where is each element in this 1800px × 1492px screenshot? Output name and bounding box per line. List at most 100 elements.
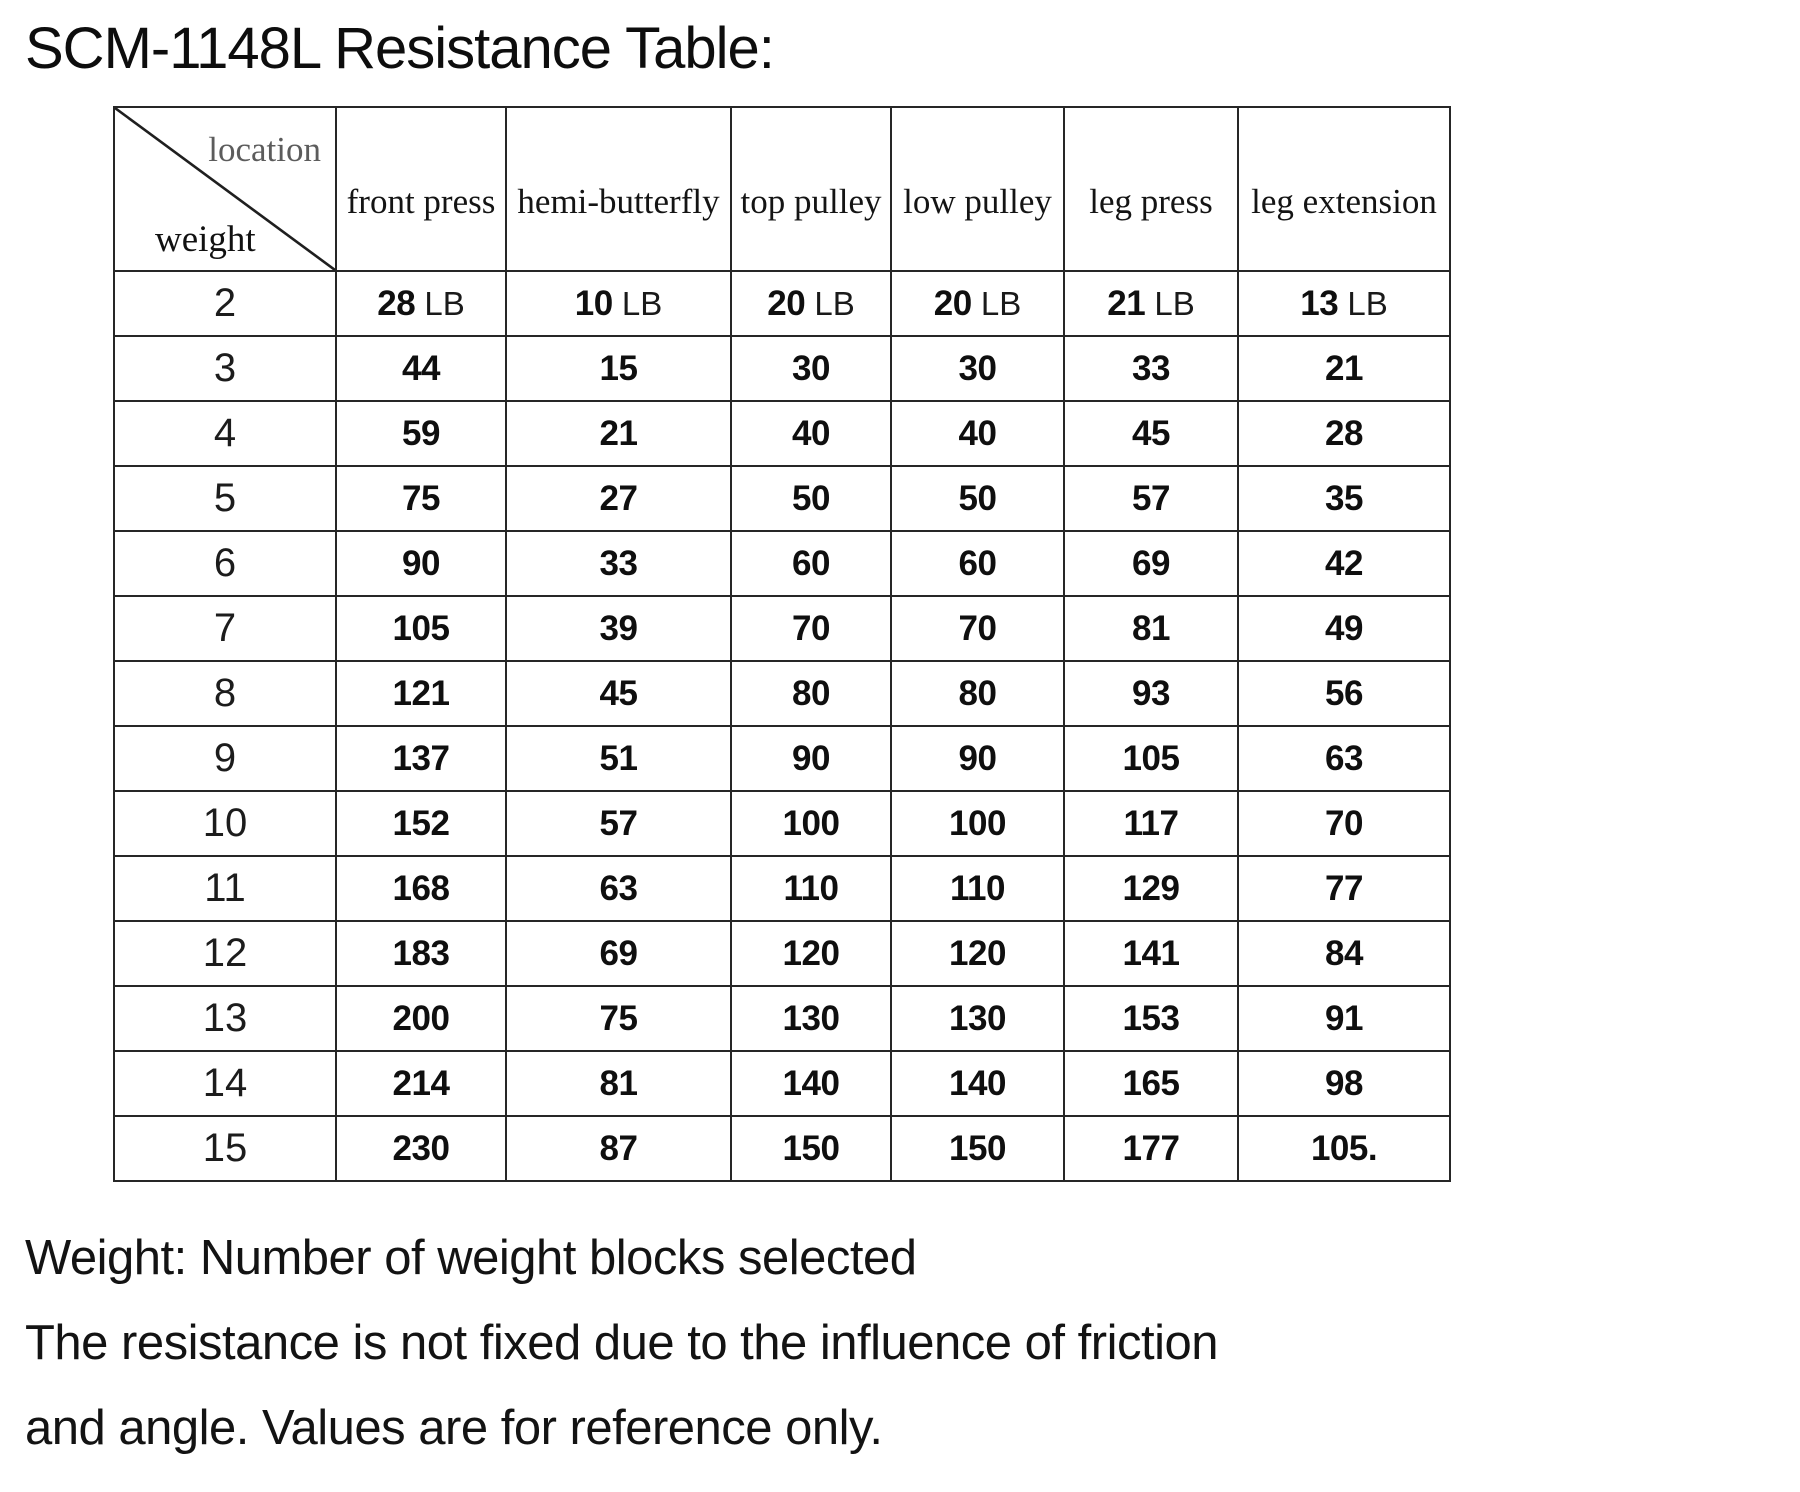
weight-cell: 7 (113, 595, 337, 662)
value-cell: 21 (505, 400, 732, 467)
value-cell: 121 (335, 660, 507, 727)
resistance-value: 93 (1132, 673, 1170, 713)
value-cell: 20 LB (730, 270, 892, 337)
resistance-value: 117 (1123, 803, 1179, 843)
value-cell: 200 (335, 985, 507, 1052)
resistance-value: 100 (782, 803, 840, 843)
resistance-value: 200 (392, 998, 450, 1038)
value-cell: 69 (505, 920, 732, 987)
value-cell: 81 (1063, 595, 1239, 662)
value-cell: 45 (1063, 400, 1239, 467)
value-cell: 90 (890, 725, 1065, 792)
value-cell: 80 (890, 660, 1065, 727)
table-row: 5 75 27 50 50 57 35 (113, 465, 1451, 532)
resistance-value: 84 (1325, 933, 1363, 973)
corner-cell: location weight (113, 106, 337, 272)
value-cell: 30 (890, 335, 1065, 402)
table-row: 12 183 69 120 120 141 84 (113, 920, 1451, 987)
column-header-low-pulley: low pulley (890, 106, 1065, 272)
resistance-value: 168 (392, 868, 450, 908)
value-cell: 129 (1063, 855, 1239, 922)
resistance-value: 27 (599, 478, 638, 518)
value-cell: 140 (890, 1050, 1065, 1117)
value-cell: 35 (1237, 465, 1451, 532)
table-row: 15 230 87 150 150 177 105. (113, 1115, 1451, 1182)
column-header-top-pulley: top pulley (730, 106, 892, 272)
value-cell: 105. (1237, 1115, 1451, 1182)
resistance-value: 30 (958, 348, 997, 388)
resistance-value: 45 (1132, 413, 1170, 453)
resistance-value: 153 (1122, 998, 1180, 1038)
table-row: 6 90 33 60 60 69 42 (113, 530, 1451, 597)
value-cell: 90 (335, 530, 507, 597)
resistance-value: 90 (958, 738, 997, 778)
value-cell: 40 (730, 400, 892, 467)
value-cell: 130 (730, 985, 892, 1052)
value-cell: 44 (335, 335, 507, 402)
table-row: 14 214 81 140 140 165 98 (113, 1050, 1451, 1117)
weight-cell: 3 (113, 335, 337, 402)
value-cell: 33 (1063, 335, 1239, 402)
value-cell: 150 (730, 1115, 892, 1182)
resistance-value: 50 (958, 478, 997, 518)
value-cell: 152 (335, 790, 507, 857)
note-line-weight-definition: Weight: Number of weight blocks selected (25, 1231, 917, 1285)
resistance-value: 40 (958, 413, 997, 453)
resistance-value: 63 (1325, 738, 1363, 778)
weight-cell: 13 (113, 985, 337, 1052)
resistance-value: 30 (792, 348, 830, 388)
value-cell: 28 (1237, 400, 1451, 467)
value-cell: 90 (730, 725, 892, 792)
value-cell: 137 (335, 725, 507, 792)
resistance-value: 81 (1132, 608, 1170, 648)
weight-cell: 4 (113, 400, 337, 467)
value-cell: 60 (890, 530, 1065, 597)
resistance-value: 70 (1325, 803, 1363, 843)
value-cell: 120 (730, 920, 892, 987)
value-cell: 49 (1237, 595, 1451, 662)
unit-label: LB (805, 284, 855, 322)
value-cell: 60 (730, 530, 892, 597)
value-cell: 91 (1237, 985, 1451, 1052)
value-cell: 10 LB (505, 270, 732, 337)
value-cell: 59 (335, 400, 507, 467)
corner-weight-label: weight (155, 219, 256, 260)
weight-cell: 11 (113, 855, 337, 922)
resistance-value: 100 (949, 803, 1006, 843)
value-cell: 130 (890, 985, 1065, 1052)
value-cell: 45 (505, 660, 732, 727)
value-cell: 93 (1063, 660, 1239, 727)
weight-cell: 6 (113, 530, 337, 597)
column-header-leg-press: leg press (1063, 106, 1239, 272)
value-cell: 33 (505, 530, 732, 597)
value-cell: 70 (1237, 790, 1451, 857)
weight-cell: 12 (113, 920, 337, 987)
weight-cell: 15 (113, 1115, 337, 1182)
table-row: 2 28 LB 10 LB 20 LB 20 LB 21 LB 13 LB (113, 270, 1451, 337)
resistance-value: 35 (1325, 478, 1363, 518)
resistance-value: 60 (958, 543, 997, 583)
weight-cell: 9 (113, 725, 337, 792)
resistance-value: 150 (782, 1128, 840, 1168)
resistance-value: 20 (933, 283, 972, 323)
value-cell: 57 (1063, 465, 1239, 532)
weight-cell: 10 (113, 790, 337, 857)
resistance-value: 130 (949, 998, 1006, 1038)
resistance-value: 39 (599, 608, 638, 648)
resistance-value: 28 (1325, 413, 1363, 453)
value-cell: 51 (505, 725, 732, 792)
value-cell: 105 (335, 595, 507, 662)
resistance-value: 80 (958, 673, 997, 713)
resistance-value: 91 (1325, 998, 1363, 1038)
resistance-value: 98 (1325, 1063, 1363, 1103)
resistance-value: 20 (767, 283, 806, 323)
resistance-value: 21 (599, 413, 638, 453)
value-cell: 183 (335, 920, 507, 987)
value-cell: 63 (505, 855, 732, 922)
resistance-value: 121 (392, 673, 450, 713)
value-cell: 77 (1237, 855, 1451, 922)
resistance-value: 105 (392, 608, 450, 648)
resistance-value: 45 (599, 673, 638, 713)
resistance-value: 120 (949, 933, 1006, 973)
value-cell: 75 (505, 985, 732, 1052)
